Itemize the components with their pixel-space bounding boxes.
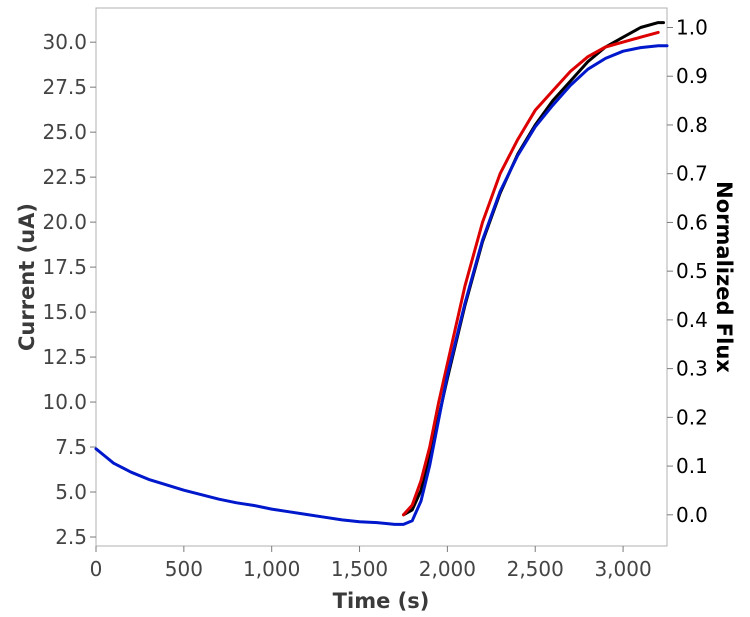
y-axis-left: 2.5 5.0 7.5 10.0 12.5 15.0 17.5 20.0 22.5 25.0 27.… (42, 30, 96, 549)
y-tick-label-right: 0.1 (676, 454, 708, 478)
x-tick-label: 2,500 (507, 557, 564, 581)
x-tick-label: 1,500 (331, 557, 388, 581)
y-axis-label-right: Normalized Flux (712, 181, 736, 373)
y-tick-label-right: 0.7 (676, 162, 708, 186)
y-tick-label-left: 27.5 (42, 75, 87, 99)
y-tick-label-right: 0.0 (676, 503, 708, 527)
y-tick-label-right: 0.9 (676, 64, 708, 88)
y-tick-label-left: 20.0 (42, 210, 87, 234)
series-layer (94, 21, 669, 526)
series-line-1 (402, 30, 660, 517)
y-tick-label-left: 15.0 (42, 300, 87, 324)
x-axis: 0 500 1,000 1,500 2,000 2,500 3,000 (90, 546, 652, 581)
y-tick-label-right: 0.5 (676, 259, 708, 283)
y-axis-right: 0.0 0.1 0.2 0.3 0.4 0.5 0.6 0.7 0.8 0.9 1.0 (667, 15, 708, 527)
y-tick-label-left: 5.0 (55, 480, 87, 504)
x-tick-label: 1,000 (243, 557, 300, 581)
series-line-2 (94, 44, 669, 526)
x-tick-label: 2,000 (419, 557, 476, 581)
y-tick-label-left: 12.5 (42, 345, 87, 369)
x-tick-label: 500 (165, 557, 203, 581)
y-tick-label-left: 25.0 (42, 120, 87, 144)
series-line-0 (402, 21, 665, 517)
y-tick-label-right: 0.4 (676, 308, 708, 332)
y-tick-label-left: 22.5 (42, 165, 87, 189)
y-tick-label-right: 0.8 (676, 113, 708, 137)
x-tick-label: 3,000 (594, 557, 651, 581)
x-axis-label: Time (s) (333, 589, 430, 613)
y-tick-label-right: 0.3 (676, 357, 708, 381)
plot-frame (95, 7, 668, 547)
y-tick-label-left: 2.5 (55, 525, 87, 549)
y-tick-label-right: 1.0 (676, 15, 708, 39)
y-tick-label-right: 0.6 (676, 210, 708, 234)
x-tick-label: 0 (90, 557, 103, 581)
y-tick-label-left: 10.0 (42, 390, 87, 414)
y-tick-label-left: 7.5 (55, 435, 87, 459)
y-tick-label-left: 30.0 (42, 30, 87, 54)
y-tick-label-right: 0.2 (676, 405, 708, 429)
y-axis-label-left: Current (uA) (15, 203, 39, 351)
y-tick-label-left: 17.5 (42, 255, 87, 279)
